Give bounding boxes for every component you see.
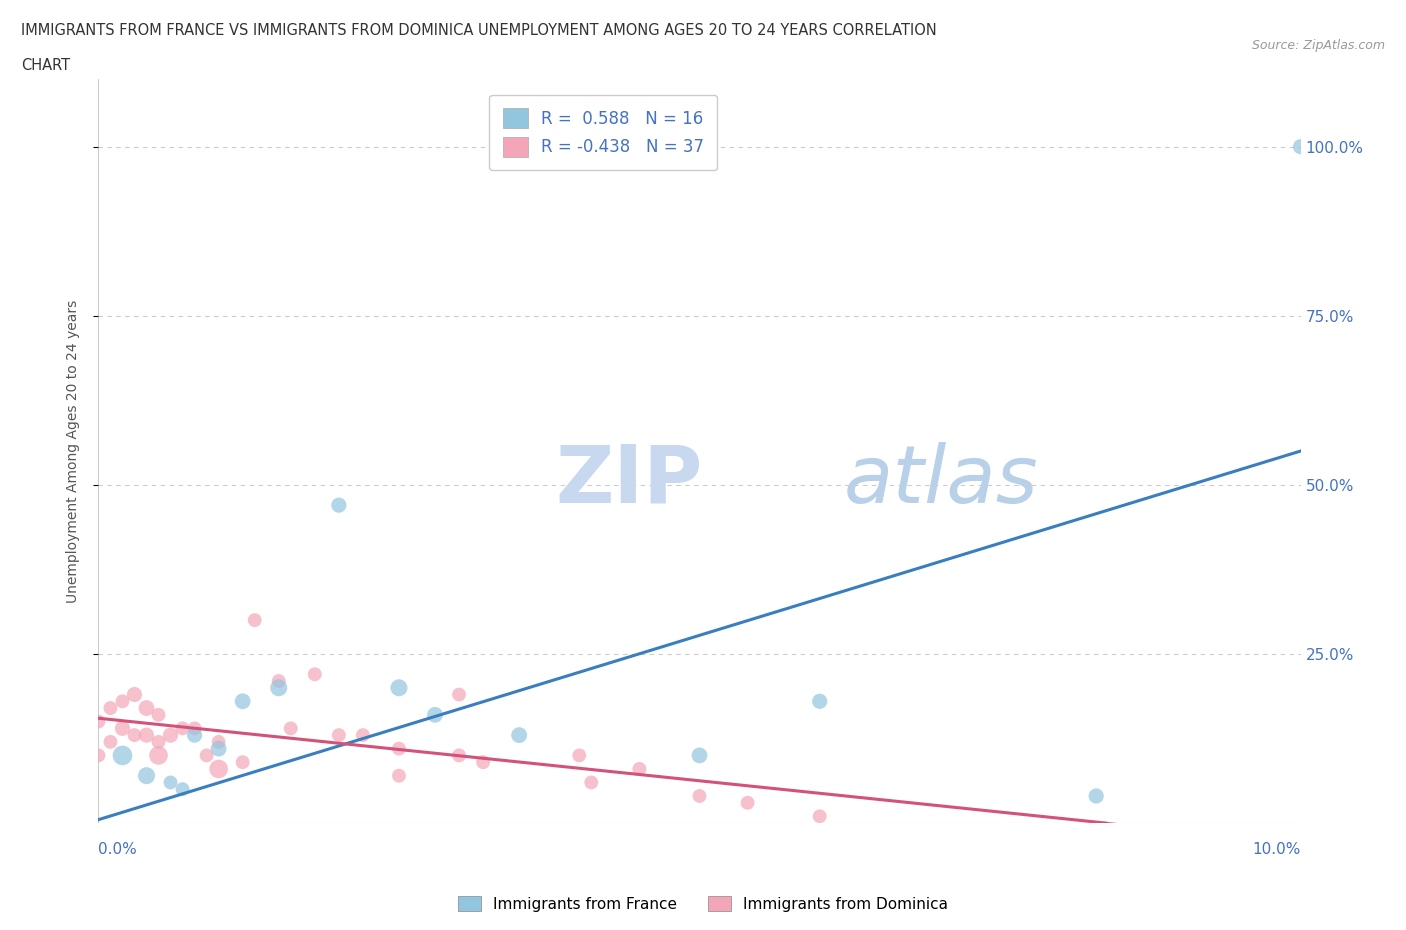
Point <box>111 748 134 763</box>
Point <box>208 762 231 777</box>
Point <box>159 775 181 790</box>
Point <box>388 741 411 756</box>
Text: Source: ZipAtlas.com: Source: ZipAtlas.com <box>1251 39 1385 52</box>
Point <box>568 748 591 763</box>
Text: ZIP: ZIP <box>555 442 703 520</box>
Point <box>183 727 205 742</box>
Legend: Immigrants from France, Immigrants from Dominica: Immigrants from France, Immigrants from … <box>451 889 955 918</box>
Point <box>388 681 411 696</box>
Point <box>447 748 470 763</box>
Point <box>472 755 495 770</box>
Point <box>808 694 831 709</box>
Point <box>159 727 181 742</box>
Point <box>280 721 302 736</box>
Point <box>172 721 194 736</box>
Point <box>183 721 205 736</box>
Text: CHART: CHART <box>21 58 70 73</box>
Point <box>148 735 170 750</box>
Point <box>388 768 411 783</box>
Legend: R =  0.588   N = 16, R = -0.438   N = 37: R = 0.588 N = 16, R = -0.438 N = 37 <box>489 95 717 170</box>
Point <box>100 735 122 750</box>
Point <box>689 789 711 804</box>
Text: atlas: atlas <box>844 442 1039 520</box>
Point <box>423 708 446 723</box>
Text: 0.0%: 0.0% <box>98 842 138 857</box>
Point <box>87 748 110 763</box>
Point <box>87 714 110 729</box>
Text: IMMIGRANTS FROM FRANCE VS IMMIGRANTS FROM DOMINICA UNEMPLOYMENT AMONG AGES 20 TO: IMMIGRANTS FROM FRANCE VS IMMIGRANTS FRO… <box>21 23 936 38</box>
Point <box>232 694 254 709</box>
Point <box>148 708 170 723</box>
Point <box>352 727 374 742</box>
Point <box>267 673 290 688</box>
Point <box>328 498 350 512</box>
Point <box>232 755 254 770</box>
Point <box>148 748 170 763</box>
Point <box>267 681 290 696</box>
Point <box>243 613 266 628</box>
Point <box>111 721 134 736</box>
Point <box>208 735 231 750</box>
Point <box>208 741 231 756</box>
Point <box>304 667 326 682</box>
Text: 10.0%: 10.0% <box>1253 842 1301 857</box>
Point <box>808 809 831 824</box>
Point <box>737 795 759 810</box>
Point <box>1085 789 1108 804</box>
Point <box>100 700 122 715</box>
Y-axis label: Unemployment Among Ages 20 to 24 years: Unemployment Among Ages 20 to 24 years <box>66 299 80 603</box>
Point <box>135 700 157 715</box>
Point <box>172 782 194 797</box>
Point <box>628 762 651 777</box>
Point <box>508 727 530 742</box>
Point <box>135 768 157 783</box>
Point <box>689 748 711 763</box>
Point <box>124 687 146 702</box>
Point <box>111 694 134 709</box>
Point <box>447 687 470 702</box>
Point <box>581 775 603 790</box>
Point <box>135 727 157 742</box>
Point <box>195 748 218 763</box>
Point <box>328 727 350 742</box>
Point <box>1289 140 1312 154</box>
Point <box>124 727 146 742</box>
